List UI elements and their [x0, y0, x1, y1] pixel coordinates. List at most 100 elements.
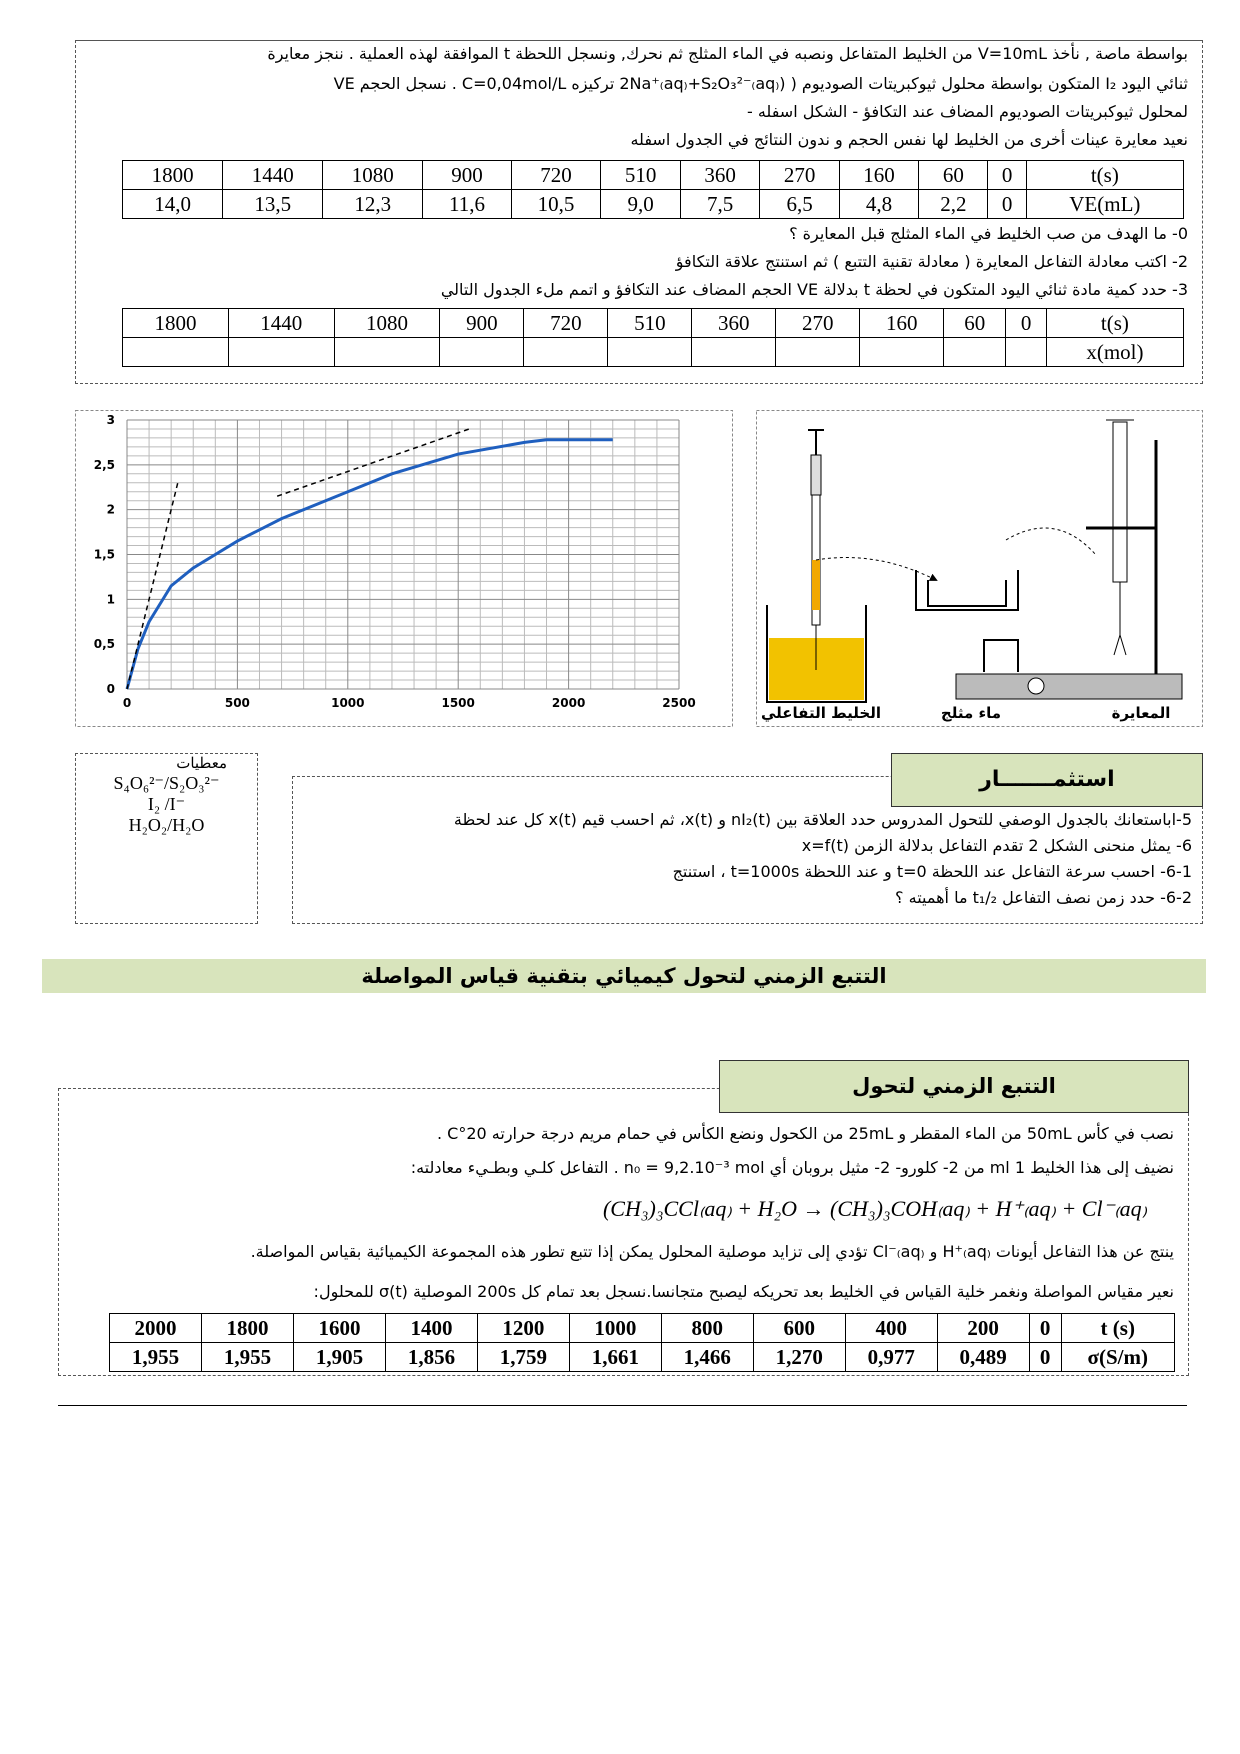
- table: t(s) 0 60 160 270 360 510 720 900 1080 1440 1800 x(m…: [122, 308, 1185, 367]
- table-cell: 1440: [227, 308, 335, 338]
- table-cell: 1,661: [568, 1342, 662, 1372]
- table-cell: 9,0: [600, 189, 681, 219]
- table-cell: [607, 337, 693, 367]
- given-item: I₂ /I⁻: [147, 794, 186, 814]
- table: t (s) 0 200 400 600 800 1000 1200 1400 1600 1800 20…: [108, 1313, 1176, 1372]
- table-cell: [227, 337, 335, 367]
- table-cell: 600: [752, 1313, 846, 1343]
- table-cell: [122, 337, 229, 367]
- tangent-line: [276, 428, 470, 497]
- table-cell: 1,466: [660, 1342, 754, 1372]
- table-cell: [943, 337, 1007, 367]
- table-cell: 0: [1028, 1342, 1062, 1372]
- section-banner: التتبع الزمني لتحول كيميائي بتقنية قياس …: [42, 959, 1206, 993]
- arrow: [1005, 527, 1097, 556]
- diagram-label: المعايرة: [1112, 704, 1171, 722]
- text-line: نعيد معايرة عينات أخرى من الخليط لها نفس…: [630, 130, 1188, 149]
- table-cell: 12,3: [322, 189, 424, 219]
- table-cell: 1800: [122, 308, 229, 338]
- table-cell: 0: [1028, 1313, 1062, 1343]
- table-cell: [439, 337, 525, 367]
- y-tick-label: 1: [107, 592, 115, 606]
- x-tick-label: 2000: [552, 696, 585, 710]
- y-tick-label: 3: [107, 413, 115, 427]
- graph-frame: [75, 410, 733, 727]
- text-line: نصب في كأس 50mL من الماء المقطر و 25mL م…: [437, 1124, 1174, 1143]
- table-cell: [859, 337, 945, 367]
- x-tick-label: 1000: [331, 696, 364, 710]
- table-row: t (s) 0 200 400 600 800 1000 1200 1400 1600 1800 20…: [108, 1313, 1176, 1343]
- table-cell: 1,759: [476, 1342, 570, 1372]
- ice-bath: [915, 570, 1019, 611]
- table-cell: 720: [523, 308, 609, 338]
- table-cell: 1600: [293, 1313, 386, 1343]
- question: 0- ما الهدف من صب الخليط في الماء المثلج…: [789, 224, 1188, 243]
- flask: [983, 639, 1019, 672]
- table-cell: 2,2: [918, 189, 989, 219]
- table-cell: 2000: [108, 1313, 203, 1343]
- text-line: نعير مقياس المواصلة ونغمر خلية القياس في…: [313, 1282, 1174, 1301]
- table-cell: 11,6: [422, 189, 512, 219]
- table-cell: 10,5: [510, 189, 602, 219]
- table-cell: 160: [838, 160, 920, 190]
- curve: [125, 438, 613, 690]
- table-cell: 360: [691, 308, 777, 338]
- y-tick-label: 1,5: [94, 548, 115, 562]
- table-cell: 510: [607, 308, 693, 338]
- text-line: 6- يمثل منحنى الشكل 2 تقدم التفاعل بدلال…: [801, 836, 1192, 855]
- given-item: H₂O₂/H₂O: [128, 815, 205, 835]
- text-line: لمحلول ثيوكبريتات الصوديوم المضاف عند ال…: [746, 102, 1188, 121]
- table-cell: [333, 337, 441, 367]
- table: t(s) 0 60 160 270 360 510 720 900 1080 1440 1800 VE(…: [121, 160, 1185, 219]
- table-cell: 720: [510, 160, 602, 190]
- table-cell: 200: [936, 1313, 1030, 1343]
- table-cell: 900: [439, 308, 525, 338]
- table-cell: x(mol): [1045, 337, 1185, 367]
- table-cell: 0: [1005, 308, 1047, 338]
- y-tick-label: 0: [107, 682, 115, 696]
- y-tick-label: 2: [107, 503, 115, 517]
- arrow: [815, 557, 938, 581]
- table-cell: 1080: [322, 160, 424, 190]
- graph: 0 500 1000 1500 2000 2500 0 0,5 1 1,5 2 2,5 3: [75, 410, 733, 727]
- burette-tip: [1106, 419, 1134, 656]
- table-cell: 270: [759, 160, 840, 190]
- table-cell: σ(S/m): [1060, 1342, 1176, 1372]
- table-cell: 0: [987, 160, 1027, 190]
- table-cell: t(s): [1025, 160, 1185, 190]
- table-cell: 1,955: [201, 1342, 295, 1372]
- given-box: معطيات S₄O₆²⁻/S₂O₃²⁻ I₂ /I⁻ H₂O₂/H₂O: [75, 753, 258, 924]
- x-tick-label: 0: [123, 696, 131, 710]
- table-row: t(s) 0 60 160 270 360 510 720 900 1080 1440 1800: [121, 160, 1185, 190]
- table-cell: t(s): [1045, 308, 1185, 338]
- table-cell: 270: [775, 308, 861, 338]
- equation: (CH₃)₃CCl₍aq₎ + H₂O → (CH₃)₃COH₍aq₎ + H⁺…: [602, 1196, 1148, 1221]
- rule: [58, 1405, 1187, 1406]
- part1-box: [75, 40, 1203, 384]
- table-cell: 160: [859, 308, 945, 338]
- table-cell: 360: [679, 160, 761, 190]
- table-cell: 1000: [568, 1313, 662, 1343]
- y-tick-label: 2,5: [94, 458, 115, 472]
- x-tick-label: 500: [225, 696, 250, 710]
- table-cell: 60: [918, 160, 989, 190]
- knob: [1027, 677, 1045, 695]
- diagram: الخليط التفاعلي ماء مثلج المعايرة: [756, 410, 1203, 727]
- table-cell: 1,270: [752, 1342, 846, 1372]
- diagram-label: الخليط التفاعلي: [761, 704, 881, 722]
- text-line: 6-2- حدد زمن نصف التفاعل t₁/₂ ما أهميته …: [895, 888, 1192, 907]
- section2-title: التتبع الزمني لتحول: [719, 1060, 1189, 1113]
- exploit-title: استثمـــــــار: [891, 753, 1203, 807]
- question: 3- حدد كمية مادة ثنائي اليود المتكون في …: [440, 280, 1188, 299]
- table-row: x(mol): [122, 337, 1185, 367]
- table-cell: 60: [943, 308, 1007, 338]
- text-line: ينتج عن هذا التفاعل أيونات H⁺₍aq₎ و Cl⁻₍…: [250, 1242, 1174, 1261]
- table-cell: 4,8: [838, 189, 920, 219]
- table-cell: 510: [600, 160, 681, 190]
- beaker: [766, 605, 867, 703]
- given-item: S₄O₆²⁻/S₂O₃²⁻: [113, 773, 220, 793]
- stirrer: [955, 673, 1183, 700]
- x-tick-label: 1500: [441, 696, 474, 710]
- text-line: ثنائي اليود I₂ المتكون بواسطة محلول ثيوك…: [333, 74, 1188, 93]
